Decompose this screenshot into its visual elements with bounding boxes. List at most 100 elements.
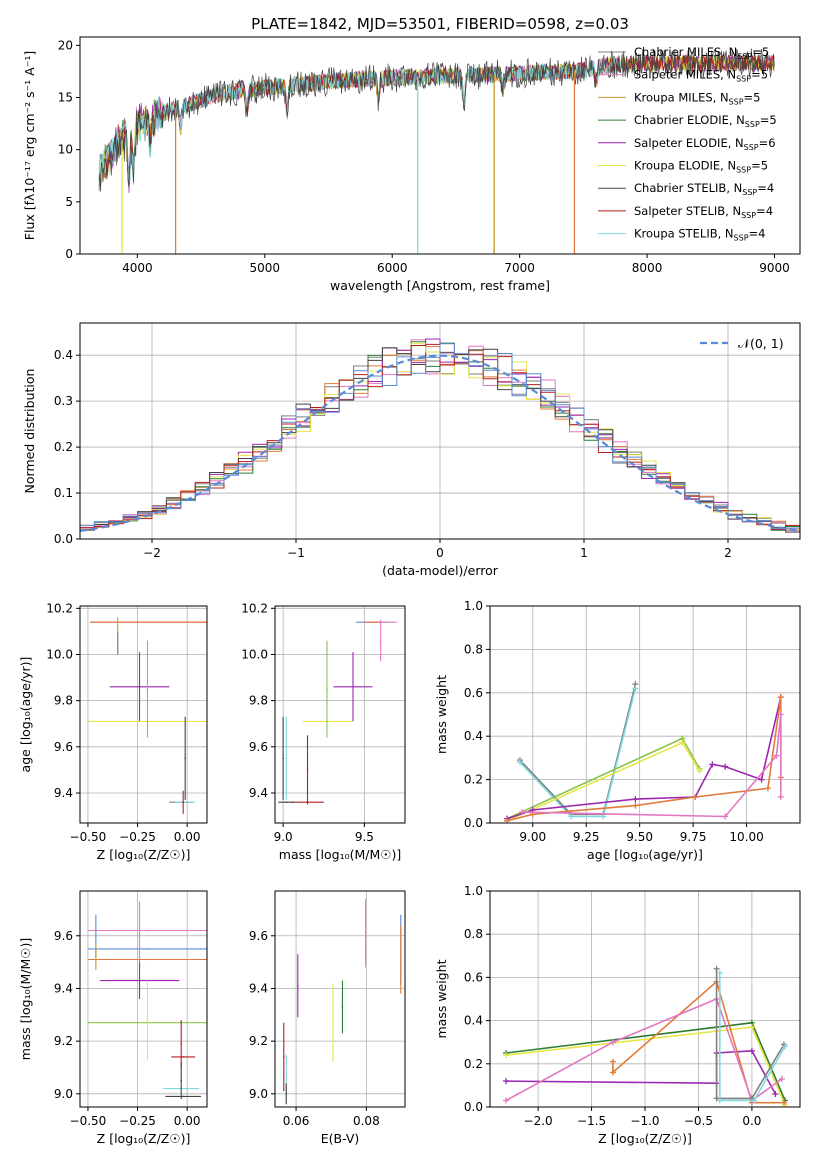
plus-marker	[568, 813, 575, 820]
y-tick-label: 0.4	[464, 1014, 483, 1028]
error-bar-point	[180, 1062, 183, 1100]
error-bar-point	[95, 943, 97, 971]
legend-label: 𝒩(0, 1)	[738, 336, 784, 351]
weight-series-2	[519, 688, 637, 818]
legend-subscript: SSP	[736, 166, 751, 175]
data-point	[146, 929, 149, 932]
spectrum-lines	[98, 48, 775, 254]
spectrum-series-7	[98, 48, 775, 192]
error-bar-point	[306, 735, 309, 805]
legend-text: Chabrier ELODIE, N	[634, 113, 745, 127]
axes-frame	[79, 890, 208, 1108]
data-point	[352, 685, 354, 688]
y-axis-label: mass [log₁₀(M/M☉)]	[18, 938, 33, 1060]
error-bar-point	[341, 980, 344, 1034]
plus-marker	[716, 970, 723, 977]
legend-label: Salpeter MILES, NSSP=5	[634, 68, 768, 84]
x-tick-label: 0.00	[174, 1114, 201, 1128]
weight-series-7	[522, 714, 782, 818]
weight-series-5	[506, 696, 782, 820]
legend-subscript: SSP	[736, 75, 751, 84]
data-point	[146, 688, 149, 690]
weight-series-1	[505, 1021, 786, 1101]
data-point	[95, 956, 97, 958]
error-bars	[278, 619, 397, 805]
data-point	[306, 769, 309, 771]
data-point	[182, 1095, 184, 1098]
legend-label: Salpeter ELODIE, NSSP=6	[634, 136, 776, 152]
data-point	[138, 979, 141, 982]
data-point	[184, 801, 186, 804]
mass-weight-vs-metallicity-panel: −2.0 −1.5 −1.0 −0.5 0.0 0.0 0.2 0.4 0.6 0.8 1.0 Z […	[434, 884, 801, 1146]
y-tick-label: 9.0	[54, 1087, 73, 1101]
y-tick-label: 0.3	[54, 394, 73, 408]
y-tick-label: 9.6	[249, 740, 268, 754]
error-bar-point	[282, 716, 284, 800]
age-vs-metallicity-panel: −0.50 −0.25 0.00 9.4 9.6 9.8 10.0 10.2 Z [log₁₀(…	[18, 601, 208, 862]
data-point	[326, 688, 328, 690]
weight-series-2	[505, 1026, 786, 1106]
y-tick-label: 0.8	[464, 642, 483, 656]
y-tick-label: 0.0	[464, 1100, 483, 1114]
plus-marker	[782, 1043, 789, 1050]
y-axis-label: mass weight	[434, 675, 449, 754]
age-vs-mass-panel: 9.0 9.5 9.4 9.6 9.8 10.0 10.2 mass [log₁₀(M/M☉)…	[241, 601, 406, 862]
y-tick-label: 9.8	[249, 694, 268, 708]
axes-frame	[274, 605, 406, 824]
x-tick-label: 8000	[632, 261, 663, 275]
x-tick-label: 9.50	[626, 830, 653, 844]
plus-marker	[713, 965, 720, 972]
legend-suffix: =5	[751, 68, 768, 82]
y-tick-label: 0.1	[54, 486, 73, 500]
legend-label: Kroupa ELODIE, NSSP=5	[634, 159, 768, 175]
data-point	[379, 639, 382, 642]
y-tick-label: 0.2	[464, 773, 483, 787]
error-bar-point	[285, 716, 288, 800]
y-tick-label: 5	[65, 195, 73, 209]
weight-lines	[504, 681, 784, 823]
y-tick-label: 0.8	[464, 927, 483, 941]
error-bar-point	[87, 929, 207, 932]
x-axis-label: Z [log₁₀(Z/Z☉)]	[598, 1131, 692, 1146]
y-tick-label: 0.4	[54, 348, 73, 362]
error-bar-point	[109, 652, 170, 722]
x-tick-label: 9.75	[680, 830, 707, 844]
x-tick-label: −0.50	[70, 830, 107, 844]
histogram-series-9	[80, 343, 800, 535]
y-tick-label: 9.4	[249, 786, 268, 800]
legend-subscript: SSP	[734, 234, 749, 243]
y-tick-label: 9.8	[54, 694, 73, 708]
y-tick-label: 0	[65, 247, 73, 261]
legend-label: Chabrier ELODIE, NSSP=5	[634, 113, 777, 129]
x-tick-label: −1.5	[577, 1114, 606, 1128]
error-bar-point	[89, 621, 207, 623]
y-tick-label: 10.0	[241, 647, 268, 661]
x-tick-label: 0.0	[742, 1114, 761, 1128]
plus-marker	[748, 1024, 755, 1031]
x-tick-label: −0.25	[119, 830, 156, 844]
plus-marker	[696, 767, 703, 774]
y-tick-label: 1.0	[464, 884, 483, 898]
error-bar-point	[175, 801, 196, 804]
plus-marker	[722, 813, 729, 820]
x-axis-label: E(B-V)	[321, 1131, 360, 1146]
x-tick-label: 0.00	[174, 830, 201, 844]
y-tick-label: 0.2	[54, 440, 73, 454]
error-bar-point	[87, 948, 207, 950]
error-bars	[87, 901, 207, 1100]
plus-marker	[764, 785, 771, 792]
axes-frame	[79, 322, 801, 540]
data-point	[282, 757, 284, 760]
data-point	[180, 1042, 183, 1045]
plus-marker	[679, 739, 686, 746]
plus-marker	[772, 1091, 779, 1098]
legend-label: Kroupa MILES, NSSP=5	[634, 90, 760, 106]
error-bar-point	[278, 801, 295, 804]
legend-label: Salpeter STELIB, NSSP=4	[634, 204, 773, 220]
x-tick-label: −2.0	[524, 1114, 553, 1128]
x-tick-label: −0.50	[70, 1114, 107, 1128]
x-tick-label: 9.0	[274, 830, 293, 844]
legend-text: Salpeter STELIB, N	[634, 204, 741, 218]
data-point	[146, 948, 149, 950]
